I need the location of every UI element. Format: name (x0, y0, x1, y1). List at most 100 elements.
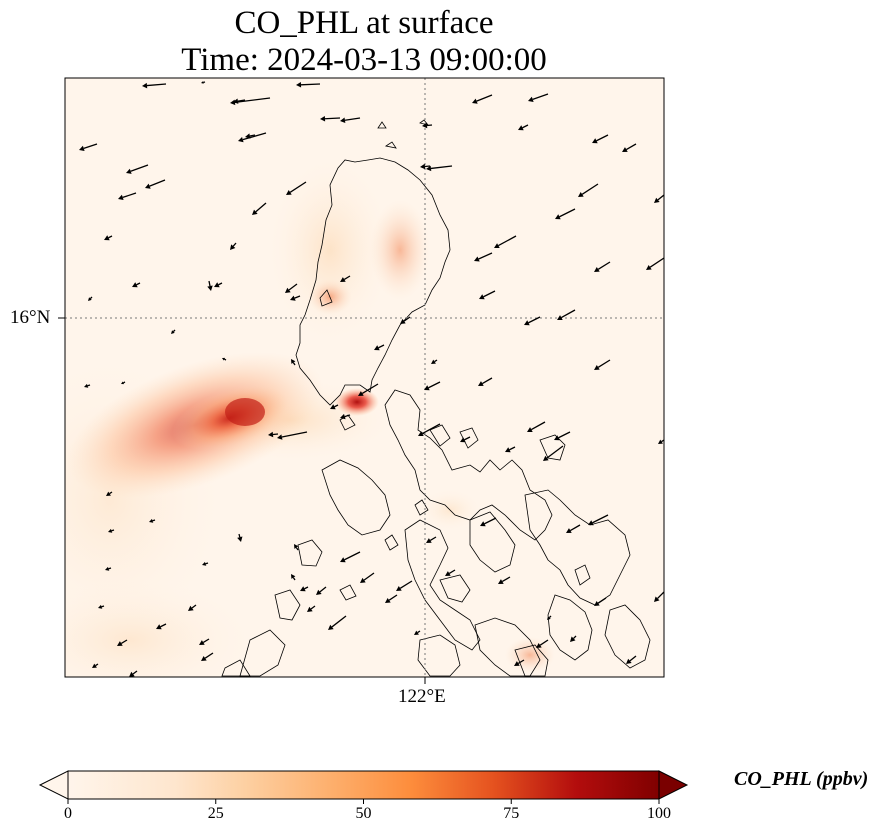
wind-arrow-shaft (448, 569, 456, 574)
lat-tick-label: 16°N (10, 307, 51, 328)
wind-arrow-shaft (108, 567, 112, 570)
wind-arrow-shaft (649, 257, 664, 268)
wind-arrow-shaft (111, 529, 115, 532)
wind-arrow-shaft (120, 639, 128, 644)
wind-arrow-head (156, 624, 162, 630)
wind-arrow-head (104, 235, 110, 241)
wind-arrow-shaft (546, 445, 564, 459)
wind-arrow-head (400, 318, 406, 324)
wind-arrow-shaft (130, 164, 149, 172)
wind-arrow-shaft (101, 605, 105, 608)
wind-arrow-shaft (249, 134, 256, 137)
wind-arrow-head (479, 294, 485, 300)
wind-arrow-shaft (281, 431, 308, 438)
wind-arrow-head (88, 297, 92, 301)
lon-tick-label: 122°E (398, 686, 446, 707)
wind-arrow-head (286, 189, 292, 195)
wind-arrow-head (300, 586, 306, 592)
wind-arrow-head (230, 244, 236, 250)
wind-arrow-head (547, 616, 551, 620)
wind-arrow-shaft (429, 536, 437, 541)
concentration-field (65, 160, 555, 677)
wind-arrow-head (414, 630, 419, 635)
wind-arrow-head (121, 381, 125, 385)
wind-arrow-head (126, 168, 132, 174)
wind-arrow-head (385, 597, 391, 603)
map-panel (65, 78, 664, 677)
wind-arrow-head (431, 359, 436, 364)
wind-arrow-shaft (626, 143, 637, 151)
wind-arrow-shaft (109, 491, 113, 495)
wind-arrow-head (578, 191, 584, 197)
wind-arrow-head (129, 671, 135, 677)
wind-arrow-shaft (237, 99, 246, 102)
wind-arrow-shaft (132, 670, 138, 675)
wind-arrow-head (294, 544, 299, 549)
wind-arrow-head (207, 285, 213, 291)
wind-arrow-head (268, 431, 274, 438)
wind-arrow-shaft (484, 517, 497, 525)
wind-arrow-shaft (592, 514, 609, 524)
wind-arrow-head (498, 579, 504, 584)
wind-arrow-head (594, 365, 600, 370)
wind-arrow-head (622, 147, 628, 152)
wind-vectors (79, 81, 664, 677)
colorbar-ramp (67, 770, 660, 800)
wind-arrow-shaft (255, 202, 267, 213)
wind-arrow-head (291, 359, 296, 364)
wind-arrow-shaft (218, 282, 223, 286)
wind-arrow-head (588, 520, 594, 526)
wind-arrow-shaft (288, 283, 298, 291)
wind-arrow-shaft (532, 93, 549, 100)
wind-arrow-head (108, 528, 113, 533)
wind-arrow-head (222, 357, 226, 361)
wind-arrow-head (105, 566, 110, 571)
wind-arrow-shaft (108, 235, 113, 239)
wind-arrow-shaft (334, 404, 339, 408)
wind-arrow-head (188, 605, 194, 611)
wind-arrow-shaft (559, 208, 576, 218)
wind-arrow-shaft (573, 635, 577, 639)
wind-arrow-head (201, 81, 204, 84)
wind-arrow-shaft (83, 143, 98, 150)
wind-arrow-shaft (232, 242, 237, 247)
wind-arrow-head (626, 658, 632, 664)
wind-arrow-head (149, 518, 154, 523)
wind-arrow-head (472, 98, 478, 104)
wind-arrow-head (145, 183, 151, 189)
wind-arrow-shaft (531, 421, 546, 431)
wind-arrow-head (426, 538, 432, 543)
wind-arrow-shaft (234, 97, 271, 104)
wind-arrow-head (570, 636, 576, 642)
colorbar-extend-low (38, 770, 69, 800)
wind-arrow-head (358, 391, 364, 396)
wind-arrow-head (340, 277, 346, 282)
colorbar-label: CO_PHL (ppbv) (734, 768, 869, 790)
coastline (221, 119, 651, 677)
wind-arrow-head (654, 596, 660, 602)
wind-arrow-shaft (539, 639, 549, 646)
wind-arrow-head (79, 145, 85, 152)
wind-arrow-shaft (191, 604, 197, 609)
wind-arrow-head (518, 125, 524, 131)
wind-arrow-shaft (149, 179, 166, 187)
wind-arrow-shaft (123, 381, 126, 384)
wind-arrow-head (214, 282, 220, 288)
wind-arrow-shaft (146, 83, 167, 87)
wind-arrow-shaft (294, 295, 301, 299)
wind-arrow-shaft (172, 329, 176, 333)
wind-arrow-head (106, 491, 111, 496)
wind-arrow-shaft (657, 194, 664, 201)
wind-arrow-head (505, 447, 511, 453)
wind-arrow-shaft (319, 586, 327, 593)
wind-arrow-shaft (501, 576, 511, 583)
wind-arrow-head (474, 256, 480, 262)
wind-arrow-shaft (597, 261, 611, 270)
wind-arrow-head (132, 282, 138, 288)
wind-arrow-head (543, 455, 549, 461)
wind-arrow-shaft (657, 591, 664, 599)
wind-arrow-head (658, 439, 663, 444)
wind-arrow-head (277, 434, 283, 440)
wind-arrow-shaft (205, 562, 209, 565)
wind-arrow-head (557, 315, 563, 320)
